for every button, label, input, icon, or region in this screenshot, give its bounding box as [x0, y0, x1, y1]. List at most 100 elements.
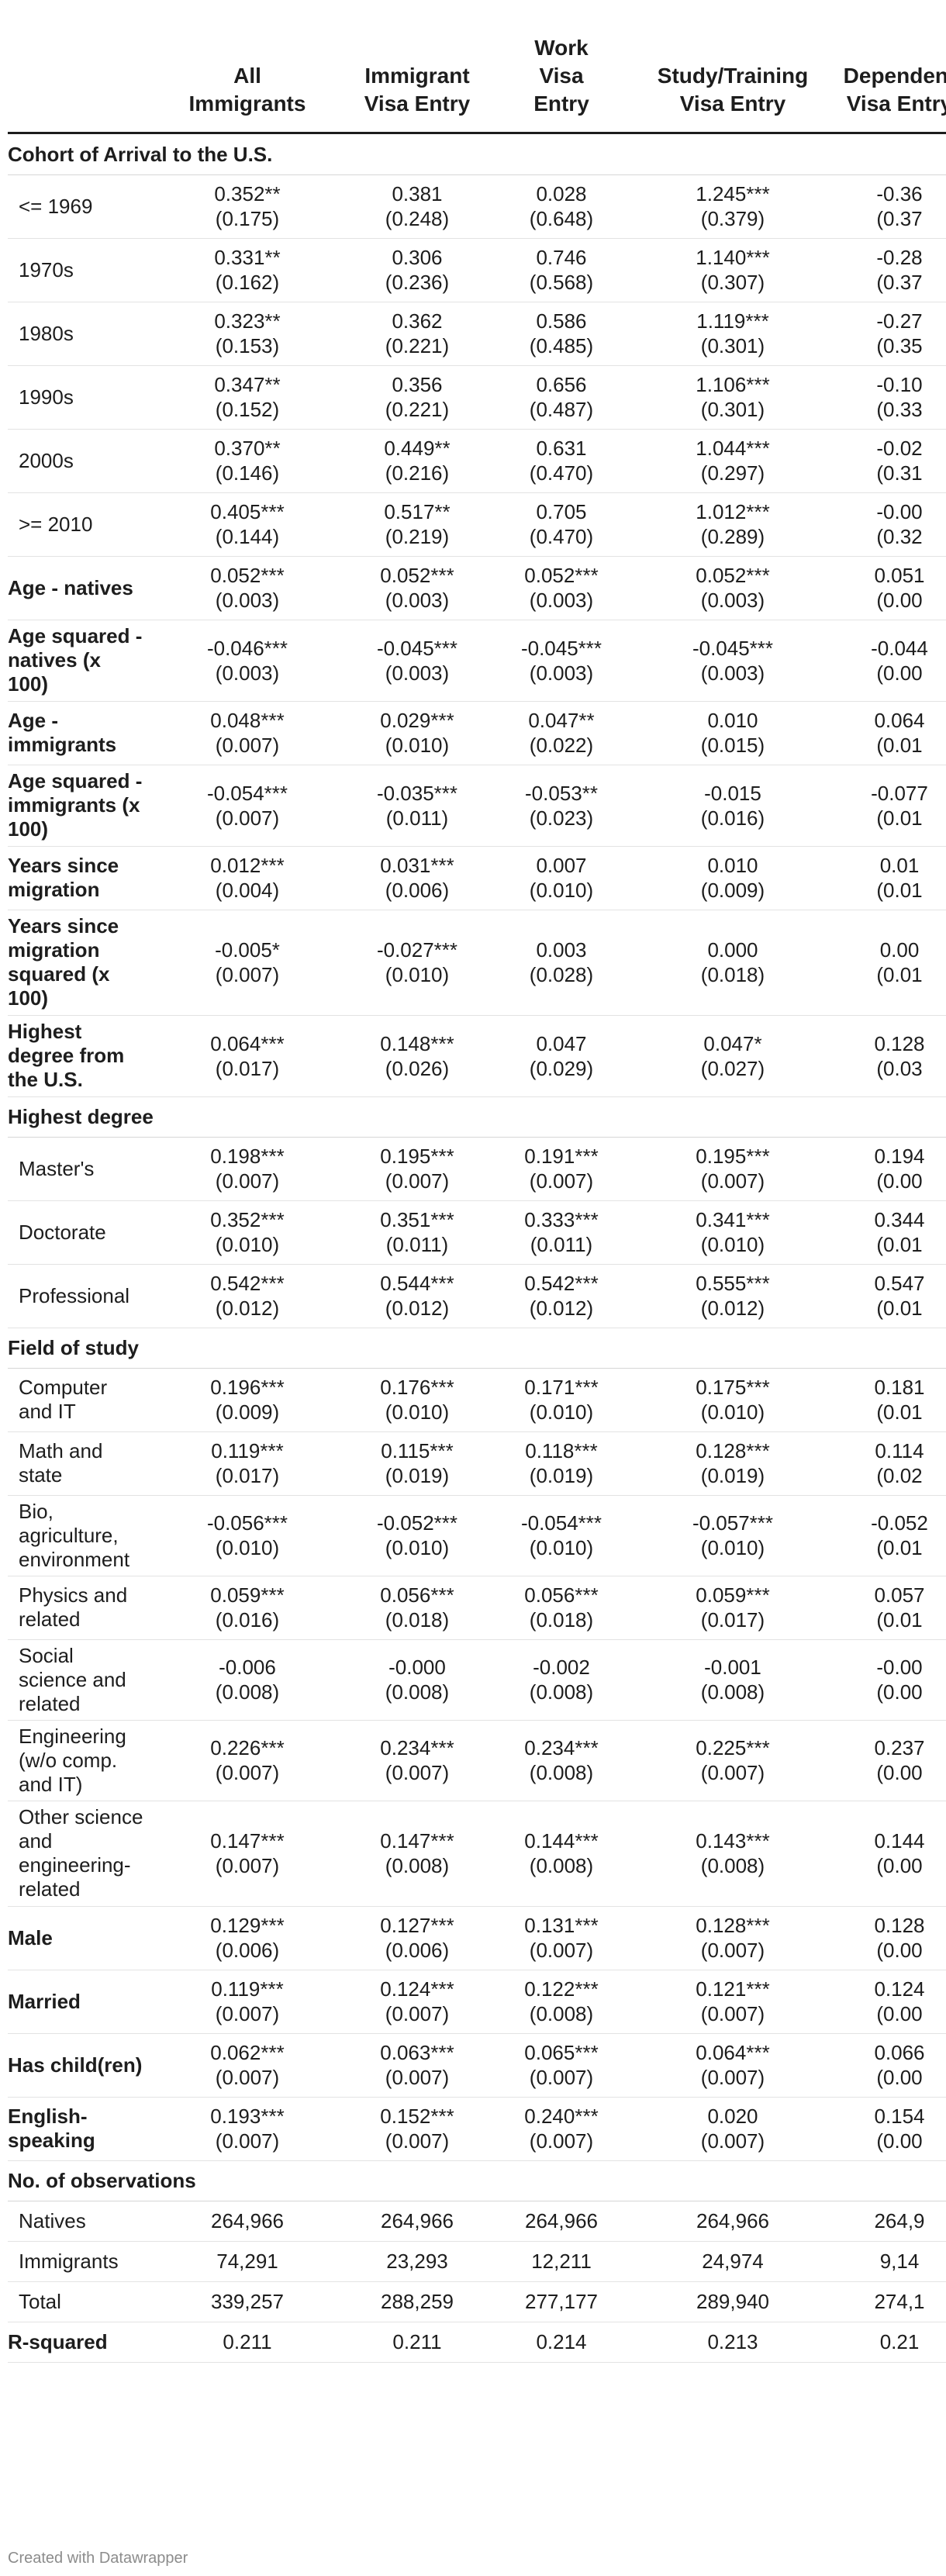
coefficient-value: 1.012*** — [696, 500, 770, 523]
coefficient-value: 0.234*** — [524, 1736, 599, 1759]
row-label: Male — [8, 1925, 53, 1949]
table-row: 1980s 0.323** (0.153) 0.362 (0.221) 0.586 (0.4… — [8, 302, 946, 366]
table-cell: 0.020 (0.007) — [647, 2097, 818, 2160]
standard-error-value: (0.216) — [385, 461, 450, 485]
standard-error-value: (0.007) — [215, 1761, 280, 1784]
table-row: Master's 0.198*** (0.007) 0.195*** (0.007) 0.… — [8, 1137, 946, 1201]
row-label: Immigrants — [19, 2249, 119, 2273]
standard-error-value: (0.019) — [385, 1464, 450, 1487]
coefficient-value: 0.066 — [874, 2041, 925, 2064]
table-cell: 0.370** (0.146) — [162, 429, 333, 492]
table-cell: -0.001 (0.008) — [647, 1639, 818, 1720]
table-cell: 0.01 (0.01 — [814, 846, 946, 910]
coefficient-value: -0.052*** — [376, 1511, 458, 1535]
coefficient-value: 0.128 — [874, 1031, 925, 1055]
table-cell: 0.196*** (0.009) — [162, 1368, 333, 1431]
coefficient-value: 0.225*** — [696, 1736, 770, 1759]
standard-error-value: (0.007) — [700, 1939, 765, 1962]
table-cell: 0.405*** (0.144) — [162, 492, 333, 556]
coefficient-value: 0.048*** — [210, 709, 285, 732]
standard-error-value: (0.007) — [700, 1169, 765, 1193]
coefficient-value: 0.051 — [874, 564, 925, 587]
table-row: Age squared - immigrants (x 100) -0.054**… — [8, 765, 946, 847]
table-cell: 0.010 (0.009) — [647, 846, 818, 910]
table-cell: -0.054*** (0.007) — [162, 765, 333, 846]
coefficient-value: 0.059*** — [696, 1583, 770, 1607]
standard-error-value: (0.018) — [529, 1608, 594, 1632]
coefficient-value: 0.029*** — [380, 709, 454, 732]
coefficient-value: 0.020 — [707, 2105, 758, 2128]
standard-error-value: (0.007) — [215, 2066, 280, 2089]
standard-error-value: (0.007) — [215, 734, 280, 757]
standard-error-value: (0.01 — [876, 1400, 923, 1424]
coefficient-value: 277,177 — [525, 2290, 598, 2313]
table-cell: 0.064 (0.01 — [814, 701, 946, 765]
coefficient-value: -0.015 — [704, 781, 761, 805]
table-cell: 0.198*** (0.007) — [162, 1137, 333, 1200]
row-label: English-speaking — [8, 2105, 95, 2152]
table-cell: 0.225*** (0.007) — [647, 1720, 818, 1801]
coefficient-value: 0.542*** — [524, 1272, 599, 1295]
section-header-row: No. of observations — [8, 2160, 946, 2201]
standard-error-value: (0.007) — [700, 2002, 765, 2025]
standard-error-value: (0.010) — [385, 1536, 450, 1559]
standard-error-value: (0.008) — [385, 1680, 450, 1704]
table-cell: 0.028 (0.648) — [476, 174, 647, 238]
table-cell: -0.36 (0.37 — [814, 174, 946, 238]
standard-error-value: (0.219) — [385, 525, 450, 548]
table-cell: 0.542*** (0.012) — [476, 1264, 647, 1328]
coefficient-value: 0.063*** — [380, 2041, 454, 2064]
standard-error-value: (0.31 — [876, 461, 923, 485]
table-cell: 1.119*** (0.301) — [647, 302, 818, 365]
standard-error-value: (0.008) — [529, 1761, 594, 1784]
table-cell: 0.240*** (0.007) — [476, 2097, 647, 2160]
table-row: Age squared - natives (x 100) -0.046*** (0… — [8, 620, 946, 702]
standard-error-value: (0.007) — [385, 2002, 450, 2025]
standard-error-value: (0.004) — [215, 879, 280, 902]
table-cell: 12,211 — [476, 2241, 647, 2281]
table-cell: -0.052 (0.01 — [814, 1495, 946, 1576]
standard-error-value: (0.003) — [529, 589, 594, 612]
table-cell: 0.065*** (0.007) — [476, 2033, 647, 2097]
coefficient-value: 0.331** — [214, 246, 281, 269]
table-row: Natives 264,966 264,966 264,966 264,966 264,9 — [8, 2201, 946, 2242]
datawrapper-credit[interactable]: Created with Datawrapper — [8, 2550, 188, 2567]
coefficient-value: 0.064*** — [210, 1031, 285, 1055]
table-cell: 0.007 (0.010) — [476, 846, 647, 910]
standard-error-value: (0.008) — [700, 1680, 765, 1704]
row-label: R-squared — [8, 2329, 108, 2353]
coefficient-value: 0.059*** — [210, 1583, 285, 1607]
coefficient-value: 0.119*** — [211, 1977, 284, 2001]
coefficient-value: 12,211 — [531, 2250, 592, 2273]
table-cell: -0.27 (0.35 — [814, 302, 946, 365]
table-cell: 0.352** (0.175) — [162, 174, 333, 238]
standard-error-value: (0.175) — [215, 207, 280, 230]
row-label: Doctorate — [19, 1220, 106, 1244]
coefficient-value: 1.140*** — [696, 246, 770, 269]
coefficient-value: 0.047 — [536, 1031, 587, 1055]
table-cell: 264,966 — [162, 2201, 333, 2241]
standard-error-value: (0.010) — [529, 1536, 594, 1559]
table-row: English-speaking 0.193*** (0.007) 0.152***(… — [8, 2097, 946, 2161]
coefficient-value: 0.003 — [536, 938, 587, 962]
standard-error-value: (0.144) — [215, 525, 280, 548]
coefficient-value: -0.045*** — [692, 636, 774, 660]
table-cell: 0.351*** (0.011) — [332, 1200, 502, 1264]
section-title: Cohort of Arrival to the U.S. — [8, 142, 273, 166]
standard-error-value: (0.012) — [215, 1297, 280, 1320]
standard-error-value: (0.010) — [700, 1400, 765, 1424]
table-cell: -0.056*** (0.010) — [162, 1495, 333, 1576]
table-cell: 74,291 — [162, 2241, 333, 2281]
standard-error-value: (0.008) — [529, 2002, 594, 2025]
table-cell: 0.586 (0.485) — [476, 302, 647, 365]
column-header: Immigrant Visa Entry — [364, 64, 471, 116]
table-cell: 0.064*** (0.007) — [647, 2033, 818, 2097]
standard-error-value: (0.470) — [529, 525, 594, 548]
table-cell: 0.052*** (0.003) — [476, 556, 647, 620]
standard-error-value: (0.301) — [700, 398, 765, 421]
standard-error-value: (0.010) — [215, 1233, 280, 1256]
table-cell: 0.052*** (0.003) — [162, 556, 333, 620]
coefficient-value: 0.012*** — [210, 854, 285, 877]
coefficient-value: 0.352*** — [210, 1208, 285, 1231]
row-label: Physics and related — [19, 1583, 128, 1631]
